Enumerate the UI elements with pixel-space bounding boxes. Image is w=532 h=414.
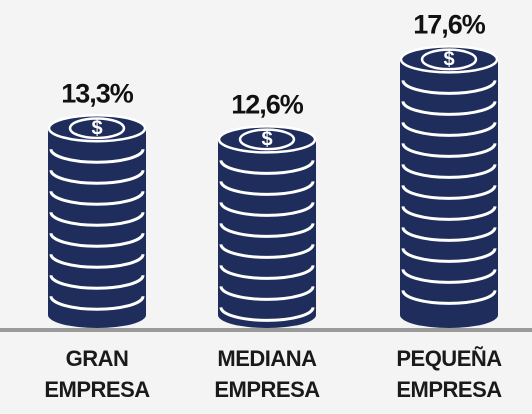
coin-edge xyxy=(401,227,497,242)
coin-symbol: $ xyxy=(443,49,454,71)
coin-inner xyxy=(68,117,126,140)
coin-edge xyxy=(219,307,315,322)
value-label: 12,6% xyxy=(231,90,304,120)
category-label: EMPRESA xyxy=(396,377,502,402)
coin-stack: $ xyxy=(217,125,317,328)
category-label: EMPRESA xyxy=(214,377,320,402)
category-label: MEDIANA xyxy=(217,346,317,371)
coin-edge xyxy=(219,286,315,301)
coin-edge xyxy=(49,148,145,164)
coin-edge xyxy=(401,143,497,158)
coin-top xyxy=(47,113,147,143)
coin-top xyxy=(217,125,317,154)
coin-edge xyxy=(401,206,497,221)
value-label: 17,6% xyxy=(413,10,486,40)
coin-stack: $ xyxy=(47,113,147,328)
coin-stack: $ xyxy=(399,45,499,329)
coin-top xyxy=(399,45,499,74)
category-label: PEQUEÑA xyxy=(396,346,502,371)
coin-edge xyxy=(49,190,145,206)
coin-edge xyxy=(219,202,315,217)
coin-edge xyxy=(49,253,145,269)
coin-edge xyxy=(219,160,315,175)
coin-edge xyxy=(219,244,315,259)
coin-symbol: $ xyxy=(91,117,102,139)
coin-edge xyxy=(401,290,497,305)
coin-edge xyxy=(401,80,497,95)
coin-inner xyxy=(420,48,478,71)
coin-edge xyxy=(49,169,145,185)
stack-body xyxy=(218,139,316,328)
coin-edge xyxy=(401,101,497,116)
category-label: EMPRESA xyxy=(44,377,150,402)
coin-edge xyxy=(401,185,497,200)
coin-edge xyxy=(219,181,315,196)
coin-edge xyxy=(219,223,315,238)
coin-edge xyxy=(401,122,497,137)
coin-edge xyxy=(49,211,145,227)
coin-symbol: $ xyxy=(261,129,272,151)
value-label: 13,3% xyxy=(61,78,134,108)
coin-edge xyxy=(401,248,497,263)
stack-body xyxy=(48,128,146,328)
coin-edge xyxy=(49,274,145,290)
coin-edge xyxy=(49,232,145,248)
coin-inner xyxy=(238,128,296,151)
coin-edge xyxy=(49,295,145,311)
coin-edge xyxy=(401,164,497,179)
category-label: GRAN xyxy=(66,346,129,371)
coin-edge xyxy=(401,269,497,284)
coin-edge xyxy=(219,265,315,280)
